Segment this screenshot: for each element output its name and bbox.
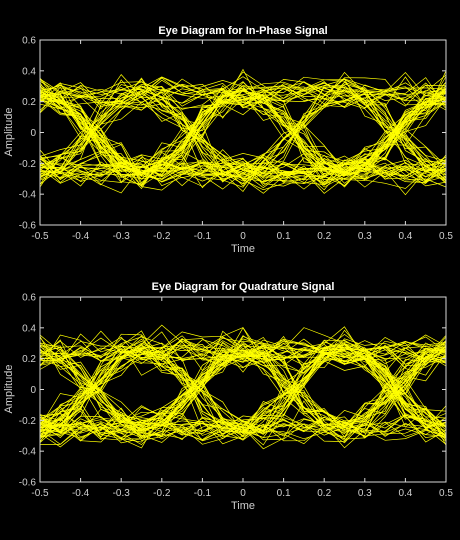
eye-trace: [40, 92, 446, 188]
y-tick-label: 0.4: [22, 66, 36, 77]
y-tick-label: -0.6: [19, 221, 37, 232]
x-tick-label: 0.1: [277, 231, 291, 242]
eye-trace: [40, 324, 446, 434]
x-tick-label: 0.4: [398, 488, 412, 499]
eye-trace: [40, 74, 446, 176]
x-tick-label: 0.5: [439, 488, 453, 499]
eye-trace: [40, 83, 446, 162]
eye-trace: [40, 354, 446, 440]
eye-trace: [40, 88, 446, 183]
eye-trace: [40, 334, 446, 445]
x-tick-label: -0.2: [153, 231, 171, 242]
x-tick-label: 0.2: [317, 231, 331, 242]
x-tick-label: -0.3: [113, 231, 131, 242]
eye-trace: [40, 95, 446, 178]
x-tick-label: -0.4: [72, 231, 90, 242]
eye-trace: [40, 329, 446, 446]
x-axis-label: Time: [231, 243, 255, 255]
x-tick-marks: -0.5 -0.4 -0.3 -0.2 -0.1 0 0.1 0.2 0.3 0.4 0.5: [31, 297, 453, 499]
x-tick-label: -0.2: [153, 488, 171, 499]
eye-trace: [40, 350, 446, 438]
eye-trace: [40, 95, 446, 186]
y-tick-marks: -0.6 -0.4 -0.2 0 0.2 0.4 0.6: [19, 293, 446, 489]
eye-trace: [40, 79, 446, 184]
y-tick-marks: -0.6 -0.4 -0.2 0 0.2 0.4 0.6: [19, 36, 446, 232]
x-tick-label: -0.5: [31, 488, 49, 499]
chart-title: Eye Diagram for In-Phase Signal: [158, 25, 327, 37]
y-tick-label: 0.2: [22, 97, 36, 108]
eye-trace: [40, 336, 446, 441]
eye-trace: [40, 349, 446, 439]
eye-trace: [40, 77, 446, 183]
y-axis-label: Amplitude: [3, 108, 15, 157]
eye-trace: [40, 333, 446, 438]
eye-trace: [40, 338, 446, 420]
eye-trace: [40, 355, 446, 437]
plot-area: [40, 324, 446, 450]
eye-trace: [40, 340, 446, 442]
eye-trace: [40, 330, 446, 446]
y-tick-label: 0.6: [22, 36, 36, 47]
eye-trace: [40, 79, 446, 176]
x-tick-label: -0.1: [194, 231, 212, 242]
inphase-eye-diagram: Eye Diagram for In-Phase Signal -0.5 -0.4…: [3, 25, 453, 255]
eye-trace: [40, 346, 446, 446]
eye-trace: [40, 91, 446, 187]
eye-trace: [40, 81, 446, 181]
eye-trace: [40, 81, 446, 181]
eye-trace: [40, 82, 446, 171]
x-tick-label: 0.3: [358, 231, 372, 242]
x-tick-label: 0.4: [398, 231, 412, 242]
eye-trace: [40, 338, 446, 427]
eye-trace: [40, 346, 446, 443]
eye-trace: [40, 77, 446, 184]
eye-trace: [40, 97, 446, 190]
eye-trace: [40, 76, 446, 183]
y-tick-label: 0.4: [22, 323, 36, 334]
eye-trace: [40, 344, 446, 431]
eye-trace: [40, 88, 446, 184]
eye-trace: [40, 326, 446, 437]
eye-trace: [40, 85, 446, 188]
y-axis-label: Amplitude: [3, 365, 15, 414]
eye-trace: [40, 340, 446, 441]
y-tick-label: -0.2: [19, 159, 37, 170]
y-tick-label: 0: [30, 128, 36, 139]
x-tick-label: 0.2: [317, 488, 331, 499]
x-tick-label: -0.5: [31, 231, 49, 242]
plot-area: [40, 68, 446, 196]
eye-trace: [40, 88, 446, 187]
x-tick-marks: -0.5 -0.4 -0.3 -0.2 -0.1 0 0.1 0.2 0.3 0.4 0.5: [31, 40, 453, 242]
chart-title: Eye Diagram for Quadrature Signal: [152, 281, 335, 293]
eye-trace: [40, 74, 446, 183]
y-tick-label: 0.6: [22, 293, 36, 304]
y-tick-label: -0.2: [19, 416, 37, 427]
eye-trace: [40, 343, 446, 441]
y-tick-label: 0: [30, 385, 36, 396]
y-tick-label: -0.6: [19, 478, 37, 489]
x-axis-label: Time: [231, 500, 255, 512]
eye-trace: [40, 333, 446, 443]
eye-trace: [40, 327, 446, 438]
eye-trace: [40, 77, 446, 182]
x-tick-label: -0.1: [194, 488, 212, 499]
y-tick-label: -0.4: [19, 190, 37, 201]
y-tick-label: -0.4: [19, 447, 37, 458]
x-tick-label: 0: [240, 231, 246, 242]
eye-trace: [40, 348, 446, 441]
x-tick-label: 0.3: [358, 488, 372, 499]
eye-trace: [40, 347, 446, 445]
x-tick-label: 0: [240, 488, 246, 499]
x-tick-label: -0.3: [113, 488, 131, 499]
eye-trace: [40, 87, 446, 186]
x-tick-label: -0.4: [72, 488, 90, 499]
x-tick-label: 0.1: [277, 488, 291, 499]
y-tick-label: 0.2: [22, 354, 36, 365]
eye-trace: [40, 337, 446, 433]
quadrature-eye-diagram: Eye Diagram for Quadrature Signal -0.5 -0…: [3, 281, 453, 512]
eye-trace: [40, 334, 446, 376]
x-tick-label: 0.5: [439, 231, 453, 242]
